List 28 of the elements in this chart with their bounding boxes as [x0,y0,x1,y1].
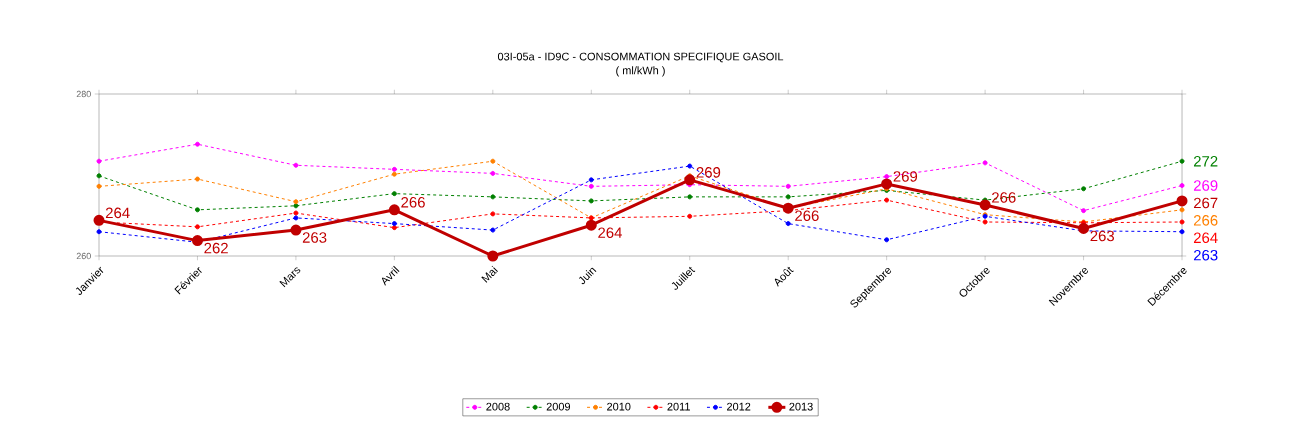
data-label: 266 [992,192,1016,203]
data-label: 269 [893,171,918,182]
data-label: 272 [1193,156,1218,167]
chart-title: 03I-05a - ID9C - CONSOMMATION SPECIFIQUE GASOIL [497,52,784,63]
data-label: 264 [105,207,130,219]
y-tick-label: 280 [76,90,91,98]
data-label: 262 [204,242,228,254]
data-label: 263 [1090,230,1115,242]
data-label: 266 [1193,215,1218,226]
data-label: 269 [696,167,721,178]
data-label: 264 [598,227,622,238]
data-label: 269 [1193,180,1218,191]
data-label: 267 [1193,197,1218,209]
data-label: 266 [795,210,819,221]
legend-label: 2009 [546,402,571,411]
legend-label: 2008 [486,402,510,411]
data-label: 264 [1193,232,1218,244]
x-tick-label: Mai [481,265,498,283]
legend-label: 2010 [607,402,631,411]
data-label: 263 [1193,249,1218,261]
y-tick-label: 260 [76,252,91,260]
x-tick-label: Juin [578,267,597,285]
data-label: 266 [401,197,425,208]
legend-label: 2011 [667,402,690,411]
legend-label: 2013 [789,402,813,411]
data-label: 263 [302,232,327,243]
chart-subtitle: ( ml/kWh ) [616,66,665,77]
legend-label: 2012 [727,402,751,411]
